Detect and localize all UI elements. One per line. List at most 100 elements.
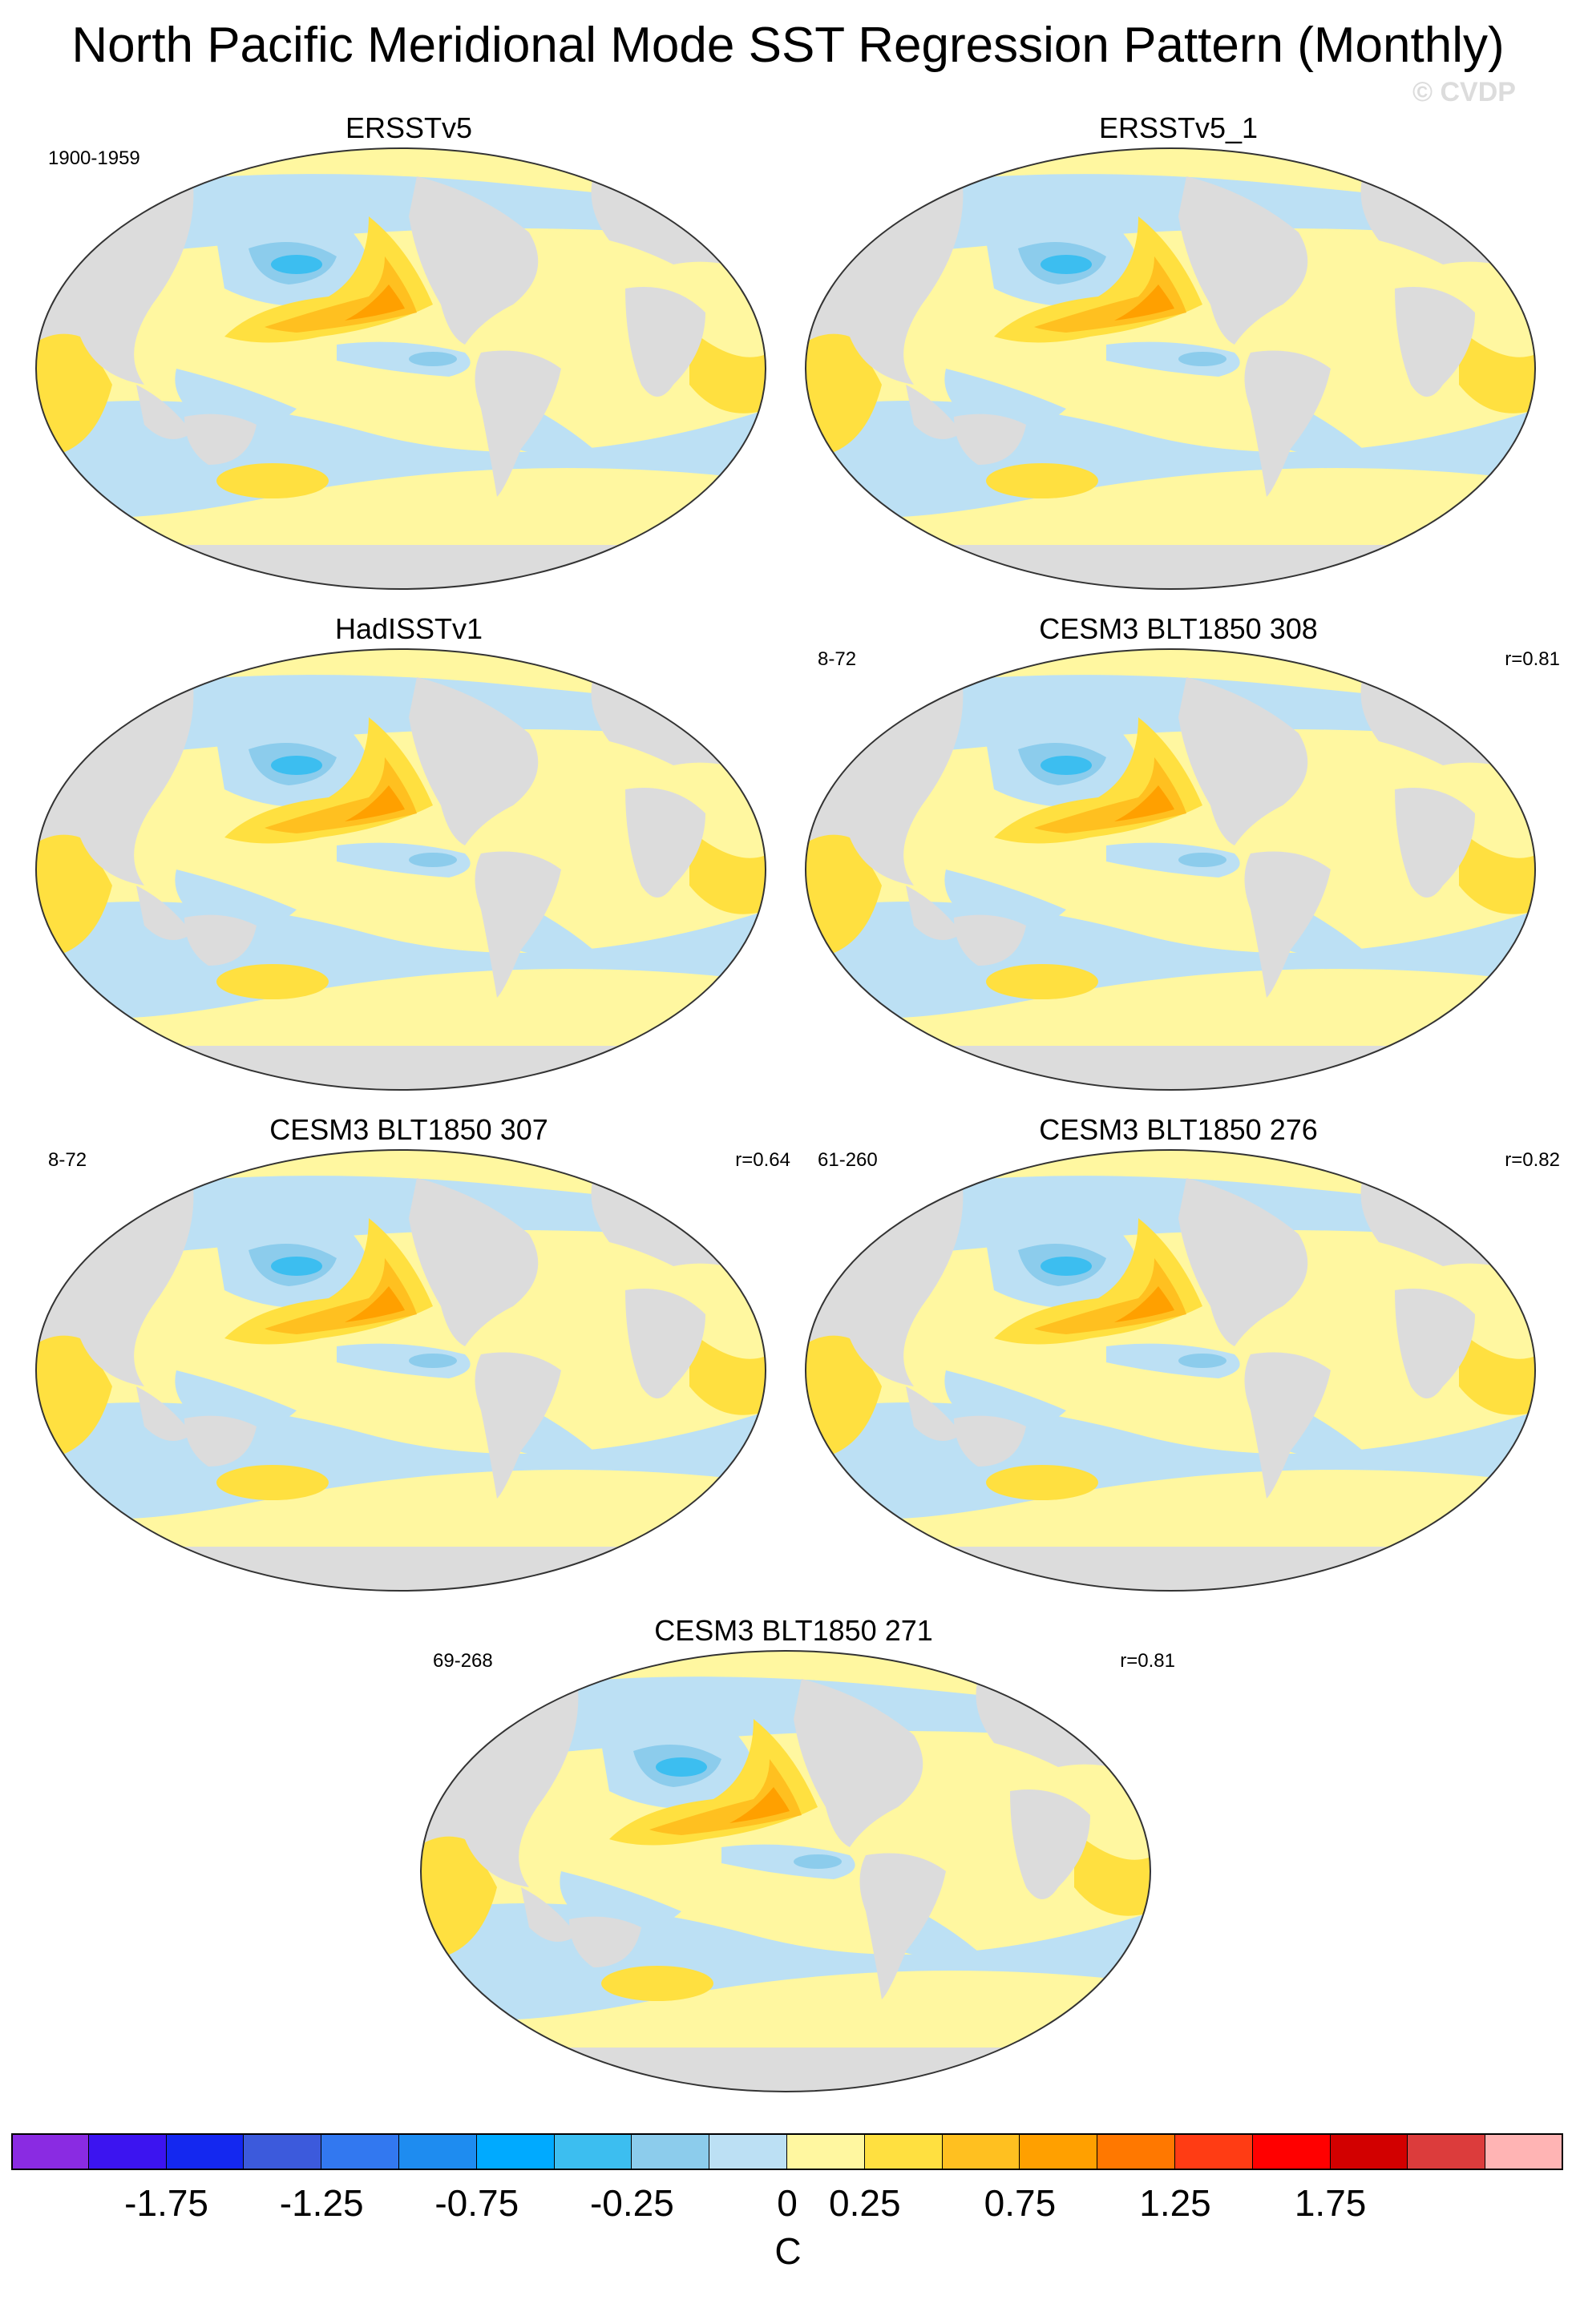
colorbar-swatch — [709, 2133, 787, 2170]
sst-anomaly-region — [175, 1370, 297, 1429]
sst-anomaly-region — [944, 1370, 1066, 1429]
panel-title: CESM3 BLT1850 271 — [654, 1614, 933, 1647]
sst-anomaly-region — [1114, 284, 1174, 321]
sst-anomaly-region — [806, 305, 882, 457]
land-mass — [184, 914, 257, 966]
land-mass — [794, 1679, 923, 1847]
sst-anomaly-region — [337, 842, 471, 878]
land-mass — [806, 545, 1535, 589]
land-mass — [906, 385, 962, 439]
world-map — [805, 1149, 1536, 1592]
sst-anomaly-region — [1074, 1831, 1150, 1916]
colorbar-swatch — [399, 2133, 477, 2170]
panel-correlation: r=0.82 — [1505, 1149, 1560, 1171]
land-mass — [409, 176, 539, 345]
land-mass — [1010, 1789, 1090, 1899]
sst-anomaly-region — [1459, 1330, 1535, 1415]
colorbar-swatch — [321, 2133, 399, 2170]
colorbar-tick-label: -1.75 — [124, 2182, 209, 2224]
land-mass — [1178, 1178, 1308, 1346]
land-mass — [954, 914, 1026, 966]
colorbar-tick-label: 0.75 — [984, 2182, 1057, 2224]
sst-anomaly-region — [271, 1257, 322, 1276]
sst-anomaly-region — [345, 785, 405, 821]
sst-anomaly-region — [1041, 756, 1092, 775]
sst-anomaly-region — [337, 1343, 471, 1378]
sst-anomaly-region — [337, 341, 471, 377]
land-mass — [954, 414, 1026, 465]
colorbar-swatch — [1485, 2133, 1563, 2170]
land-mass — [625, 1289, 705, 1398]
panel-period: 69-268 — [433, 1650, 493, 1672]
sst-anomaly-region — [1114, 785, 1174, 821]
colorbar-tick-label: 1.25 — [1139, 2182, 1211, 2224]
map-border — [805, 648, 1536, 1091]
colorbar-tick-label: -0.25 — [589, 2182, 674, 2224]
land-mass — [409, 1178, 539, 1346]
sst-anomaly-region — [421, 1807, 497, 1959]
colorbar-swatch — [1097, 2133, 1175, 2170]
sst-anomaly-region — [721, 1844, 855, 1879]
panel-title: ERSSTv5 — [345, 111, 473, 144]
land-mass — [625, 287, 705, 397]
sst-anomaly-region — [409, 853, 457, 867]
sst-anomaly-region — [1178, 853, 1226, 867]
world-map — [35, 147, 766, 590]
map-border — [420, 1650, 1151, 2092]
panel-title: CESM3 BLT1850 308 — [1039, 612, 1318, 645]
sst-field — [806, 148, 1535, 589]
land-mass — [906, 886, 962, 940]
sst-anomaly-region — [216, 964, 329, 999]
map-panel: CESM3 BLT1850 276 61-260 r=0.82 — [802, 1113, 1560, 1603]
land-mass — [136, 1386, 192, 1441]
sst-anomaly-region — [689, 829, 766, 914]
map-panel: CESM3 BLT1850 271 69-268 r=0.81 — [417, 1614, 1175, 2104]
colorbar — [11, 2133, 1563, 2172]
sst-anomaly-region — [409, 352, 457, 366]
sst-anomaly-region — [1459, 829, 1535, 914]
land-mass — [1395, 1289, 1475, 1398]
sst-anomaly-region — [806, 1306, 882, 1459]
sst-anomaly-region — [794, 1854, 842, 1869]
land-mass — [36, 1046, 766, 1090]
sst-anomaly-region — [1106, 341, 1240, 377]
sst-field — [806, 649, 1535, 1090]
colorbar-swatch — [787, 2133, 865, 2170]
colorbar-tick-label: 0.25 — [829, 2182, 901, 2224]
map-panel: HadISSTv1 — [32, 613, 786, 1102]
land-mass — [475, 1352, 561, 1499]
panel-title: CESM3 BLT1850 276 — [1039, 1113, 1318, 1146]
colorbar-swatch — [88, 2133, 167, 2170]
colorbar-swatch — [1408, 2133, 1486, 2170]
colorbar-swatch — [554, 2133, 632, 2170]
map-panel: CESM3 BLT1850 308 8-72 r=0.81 — [802, 612, 1560, 1102]
land-mass — [806, 1046, 1535, 1090]
map-border — [35, 147, 766, 590]
cvdp-watermark: © CVDP — [1412, 77, 1516, 107]
panel-period: 8-72 — [818, 648, 857, 670]
sst-anomaly-region — [729, 1787, 790, 1823]
land-mass — [625, 788, 705, 898]
colorbar-swatch — [11, 2133, 89, 2170]
panel-correlation: r=0.64 — [735, 1149, 790, 1171]
colorbar-unit-label: C — [774, 2230, 802, 2272]
land-mass — [421, 2048, 1150, 2092]
sst-anomaly-region — [36, 305, 112, 457]
sst-anomaly-region — [216, 1465, 329, 1500]
sst-anomaly-region — [175, 369, 297, 427]
sst-anomaly-region — [1178, 352, 1226, 366]
sst-anomaly-region — [986, 964, 1098, 999]
sst-anomaly-region — [601, 1966, 713, 2001]
sst-anomaly-region — [271, 255, 322, 274]
sst-anomaly-region — [1178, 1354, 1226, 1368]
sst-field — [421, 1651, 1150, 2092]
colorbar-tick-label: -1.25 — [279, 2182, 364, 2224]
land-mass — [36, 1547, 766, 1591]
map-border — [805, 147, 1536, 590]
sst-anomaly-region — [175, 869, 297, 928]
world-map — [805, 147, 1536, 590]
land-mass — [136, 886, 192, 940]
land-mass — [36, 545, 766, 589]
panel-title: HadISSTv1 — [334, 612, 483, 645]
panel-title: CESM3 BLT1850 307 — [269, 1113, 548, 1146]
